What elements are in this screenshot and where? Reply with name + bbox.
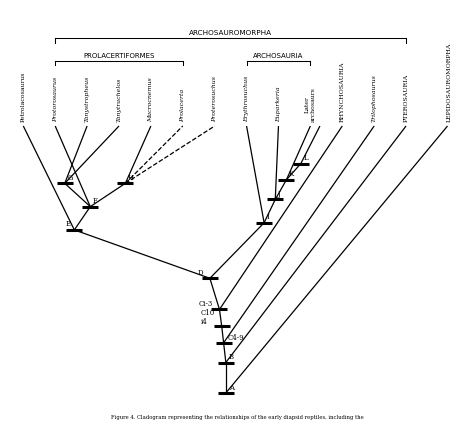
Text: F: F — [93, 197, 98, 205]
Text: Proterosuchus: Proterosuchus — [212, 76, 217, 122]
Text: ARCHOSAUROMORPHA: ARCHOSAUROMORPHA — [189, 30, 272, 36]
Text: A: A — [229, 384, 234, 391]
Text: RHYNCHOSAURIA: RHYNCHOSAURIA — [340, 61, 345, 122]
Text: Ci-3: Ci-3 — [199, 300, 213, 308]
Text: Petrolacosaurus: Petrolacosaurus — [21, 71, 26, 122]
Text: Figure 4. Cladogram representing the relationships of the early diapsid reptiles: Figure 4. Cladogram representing the rel… — [110, 415, 364, 420]
Text: LEPIDOSAUROMORPHA: LEPIDOSAUROMORPHA — [447, 42, 452, 122]
Text: C10
i4: C10 i4 — [201, 309, 215, 326]
Text: Tanytrachelos: Tanytrachelos — [117, 77, 121, 122]
Text: Macrocnemus: Macrocnemus — [148, 77, 154, 122]
Text: Protorosaurus: Protorosaurus — [53, 76, 58, 122]
Text: E: E — [65, 220, 71, 229]
Text: Trilophosaurus: Trilophosaurus — [372, 74, 377, 122]
Text: K: K — [289, 170, 294, 179]
Text: PTEROSAURIA: PTEROSAURIA — [403, 73, 409, 122]
Text: I: I — [267, 213, 269, 221]
Text: Prolacerta: Prolacerta — [180, 89, 185, 122]
Text: B: B — [229, 353, 234, 361]
Text: L: L — [303, 154, 308, 162]
Text: Later
archosaurs: Later archosaurs — [305, 87, 316, 122]
Text: Erythrosuchus: Erythrosuchus — [244, 75, 249, 122]
Text: C4-9: C4-9 — [228, 334, 244, 342]
Text: H: H — [128, 174, 134, 182]
Text: ARCHOSAURIA: ARCHOSAURIA — [253, 53, 304, 59]
Text: Tanystropheus: Tanystropheus — [84, 75, 90, 122]
Text: D: D — [198, 269, 203, 277]
Text: Euparkeria: Euparkeria — [276, 86, 281, 122]
Text: J: J — [278, 190, 281, 198]
Text: PROLACERTIFORMES: PROLACERTIFORMES — [83, 53, 155, 59]
Text: G: G — [67, 174, 73, 182]
